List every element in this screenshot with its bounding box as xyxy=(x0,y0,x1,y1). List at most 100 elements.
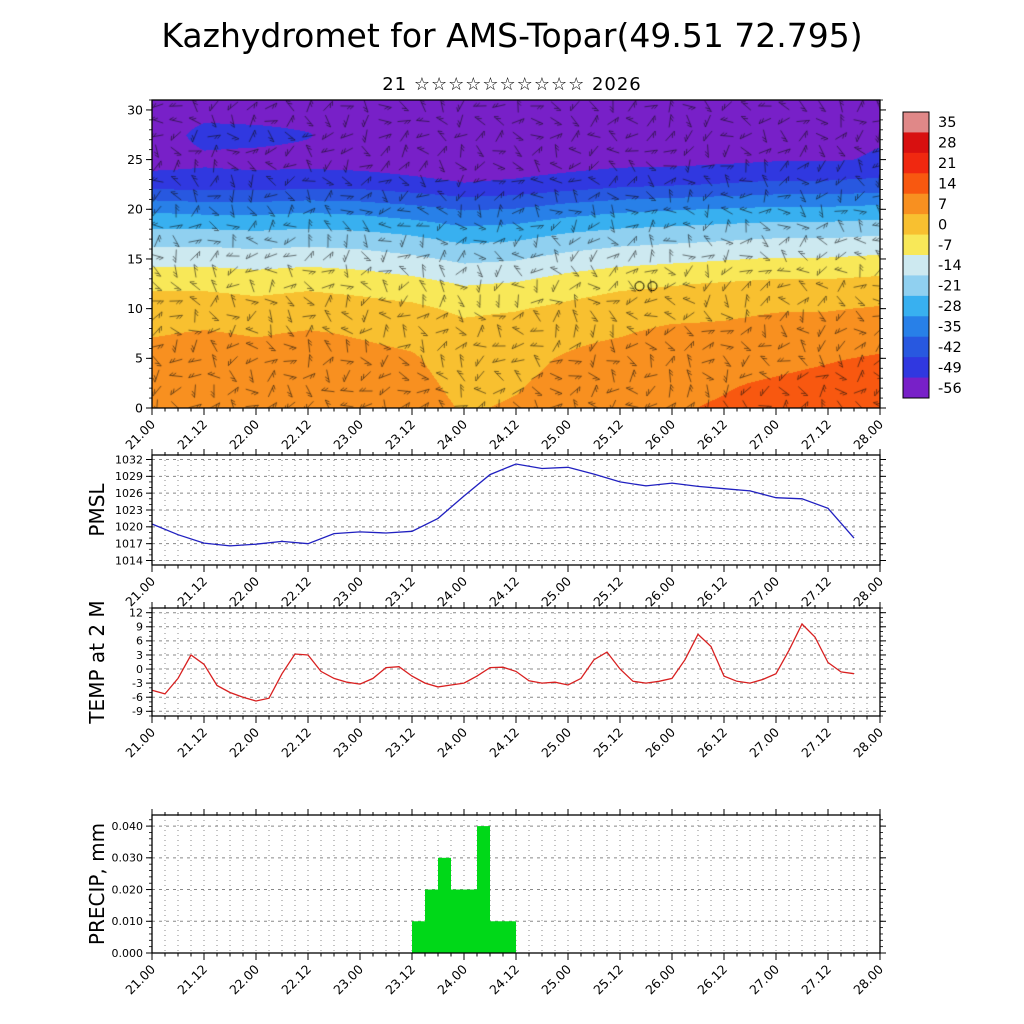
y-tick-label: 1014 xyxy=(115,554,143,567)
colorbar-segment xyxy=(903,152,929,174)
y-tick-label: 3 xyxy=(136,649,143,662)
colorbar-segment xyxy=(903,357,929,379)
precip-bar xyxy=(438,857,451,953)
colorbar-label: 28 xyxy=(938,136,956,152)
colorbar-segment xyxy=(903,112,929,133)
x-tick-label: 23.12 xyxy=(382,725,418,761)
x-tick-label: 25.00 xyxy=(538,961,574,997)
y-tick-label: 25 xyxy=(127,152,143,167)
y-tick-label: 1026 xyxy=(115,487,143,500)
y-tick-label: 10 xyxy=(127,301,143,316)
y-tick-label: 6 xyxy=(136,635,143,648)
colorbar-label: -7 xyxy=(938,238,952,254)
y-tick-label: 1032 xyxy=(115,453,143,466)
x-tick-label: 25.12 xyxy=(590,962,626,998)
temp2m-line xyxy=(151,622,855,702)
colorbar-label: 7 xyxy=(938,197,947,213)
pmsl-axis-title: PMSL xyxy=(85,483,109,537)
precip-bar xyxy=(412,921,425,953)
x-tick-label: 28.00 xyxy=(850,573,886,609)
y-tick-label: 1029 xyxy=(115,470,143,483)
x-tick-label: 22.00 xyxy=(226,416,262,452)
x-tick-label: 23.00 xyxy=(330,724,366,760)
x-tick-label: 25.00 xyxy=(538,724,574,760)
precip-bar xyxy=(503,921,516,953)
x-tick-label: 21.12 xyxy=(174,962,210,998)
x-tick-label: 22.12 xyxy=(278,574,314,610)
precip-bar xyxy=(425,889,438,953)
y-tick-label: 1020 xyxy=(115,521,143,534)
y-tick-label: 15 xyxy=(127,251,143,266)
y-tick-label: 0 xyxy=(136,663,143,676)
x-tick-label: 21.00 xyxy=(122,416,158,452)
panel-border xyxy=(151,814,881,954)
colorbar-segment xyxy=(903,132,929,154)
y-tick-label: 0.010 xyxy=(112,915,144,928)
x-tick-label: 27.12 xyxy=(798,962,834,998)
x-tick-label: 22.12 xyxy=(278,962,314,998)
y-tick-label: 20 xyxy=(127,202,143,217)
x-tick-label: 25.12 xyxy=(590,417,626,453)
colorbar-label: -56 xyxy=(938,381,962,397)
x-tick-label: 22.00 xyxy=(226,573,262,609)
x-tick-label: 23.00 xyxy=(330,961,366,997)
y-tick-label: 0.030 xyxy=(112,852,144,865)
colorbar-segment xyxy=(903,295,929,317)
colorbar-label: -42 xyxy=(938,340,962,356)
x-tick-label: 21.12 xyxy=(174,725,210,761)
y-tick-label: 0.040 xyxy=(112,820,144,833)
y-tick-label: 0 xyxy=(135,400,143,415)
page-title: Kazhydromet for AMS-Topar(49.51 72.795) xyxy=(161,16,863,55)
x-tick-label: 27.00 xyxy=(746,573,782,609)
x-tick-label: 26.12 xyxy=(694,574,730,610)
x-tick-label: 23.00 xyxy=(330,573,366,609)
x-tick-label: 25.00 xyxy=(538,416,574,452)
x-tick-label: 28.00 xyxy=(850,724,886,760)
y-tick-label: -9 xyxy=(132,705,143,718)
colorbar-label: -35 xyxy=(938,320,962,336)
panel-border xyxy=(151,607,881,717)
x-tick-label: 26.12 xyxy=(694,725,730,761)
colorbar-label: -49 xyxy=(938,360,962,376)
x-tick-label: 21.12 xyxy=(174,417,210,453)
x-tick-label: 26.12 xyxy=(694,417,730,453)
colorbar-label: -14 xyxy=(938,258,962,274)
x-tick-label: 27.12 xyxy=(798,417,834,453)
x-tick-label: 23.00 xyxy=(330,416,366,452)
x-tick-label: 26.00 xyxy=(642,416,678,452)
x-tick-label: 24.00 xyxy=(434,573,470,609)
colorbar-border xyxy=(902,111,930,399)
x-tick-label: 23.12 xyxy=(382,962,418,998)
colorbar-label: 21 xyxy=(938,156,956,172)
x-tick-label: 25.12 xyxy=(590,725,626,761)
x-tick-label: 26.00 xyxy=(642,961,678,997)
x-tick-label: 24.12 xyxy=(486,725,522,761)
precip-bar xyxy=(477,826,490,953)
x-tick-label: 27.00 xyxy=(746,416,782,452)
colorbar-label: 0 xyxy=(938,217,947,233)
x-tick-label: 21.00 xyxy=(122,961,158,997)
x-tick-label: 27.00 xyxy=(746,961,782,997)
y-tick-label: 12 xyxy=(129,607,143,620)
y-tick-label: 0.020 xyxy=(112,883,144,896)
y-tick-label: -6 xyxy=(132,691,143,704)
x-tick-label: 23.12 xyxy=(382,417,418,453)
x-tick-label: 27.12 xyxy=(798,725,834,761)
cross-section-heatmap xyxy=(152,100,880,408)
colorbar-label: 14 xyxy=(938,177,956,193)
colorbar-label: -28 xyxy=(938,299,962,315)
x-tick-label: 24.12 xyxy=(486,574,522,610)
y-tick-label: 30 xyxy=(127,102,143,117)
x-tick-label: 24.12 xyxy=(486,417,522,453)
x-tick-label: 27.00 xyxy=(746,724,782,760)
x-tick-label: 25.00 xyxy=(538,573,574,609)
pmsl-line xyxy=(151,463,855,547)
x-tick-label: 28.00 xyxy=(850,961,886,997)
colorbar-segment xyxy=(903,214,929,236)
colorbar-segment xyxy=(903,173,929,195)
x-tick-label: 26.00 xyxy=(642,573,678,609)
x-tick-label: 21.12 xyxy=(174,574,210,610)
x-tick-label: 24.00 xyxy=(434,416,470,452)
x-tick-label: 21.00 xyxy=(122,724,158,760)
x-tick-label: 22.12 xyxy=(278,725,314,761)
